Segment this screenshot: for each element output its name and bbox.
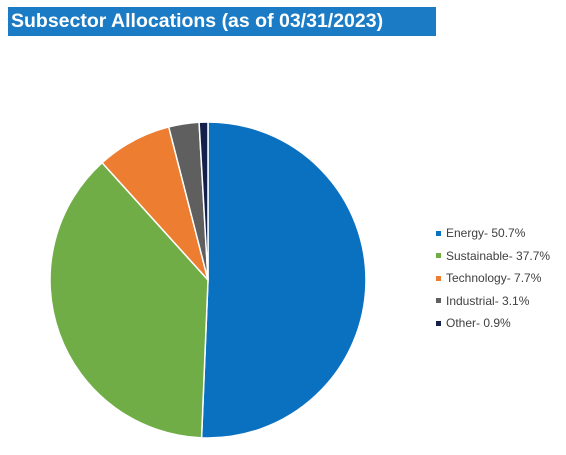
legend-item-energy: Energy- 50.7%	[436, 222, 562, 245]
legend-label-energy: Energy- 50.7%	[446, 226, 526, 241]
pie-slice-other	[198, 121, 209, 281]
legend-item-sustainable: Sustainable- 37.7%	[436, 245, 562, 268]
chart-legend: Energy- 50.7% Sustainable- 37.7% Technol…	[436, 222, 562, 335]
legend-label-sustainable: Sustainable- 37.7%	[446, 248, 551, 263]
legend-swatch-technology	[436, 275, 441, 281]
legend-swatch-sustainable	[436, 253, 441, 259]
legend-swatch-industrial	[436, 298, 441, 304]
legend-label-industrial: Industrial- 3.1%	[446, 293, 530, 308]
legend-item-technology: Technology- 7.7%	[436, 267, 562, 290]
chart-title-bar: Subsector Allocations (as of 03/31/2023)	[8, 7, 436, 36]
legend-label-technology: Technology- 7.7%	[446, 271, 542, 286]
pie-slice-energy	[200, 121, 367, 439]
chart-title: Subsector Allocations (as of 03/31/2023)	[11, 10, 384, 32]
legend-swatch-other	[436, 320, 441, 326]
legend-item-other: Other- 0.9%	[436, 312, 562, 335]
legend-swatch-energy	[436, 230, 441, 236]
legend-item-industrial: Industrial- 3.1%	[436, 290, 562, 313]
pie-slice-sustainable	[49, 161, 209, 439]
pie-slices	[49, 121, 367, 439]
legend-label-other: Other- 0.9%	[446, 316, 511, 331]
